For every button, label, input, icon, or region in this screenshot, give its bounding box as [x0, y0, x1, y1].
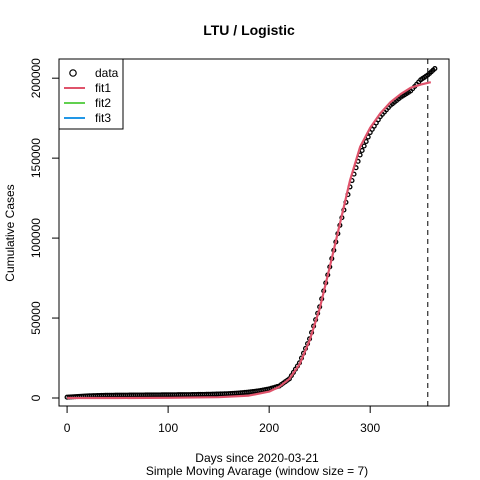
y-tick-label: 100000	[29, 218, 43, 258]
x-axis-label: Days since 2020-03-21	[195, 451, 319, 465]
x-axis-subtitle: Simple Moving Avarage (window size = 7)	[146, 464, 368, 478]
x-tick-label: 200	[259, 421, 279, 435]
data-point	[361, 143, 367, 149]
data-point	[432, 66, 438, 72]
data-point	[363, 138, 369, 145]
series-layer	[64, 59, 438, 406]
legend-marker-data	[69, 69, 77, 77]
x-tick-label: 100	[158, 421, 178, 435]
y-axis-label: Cumulative Cases	[3, 184, 17, 281]
y-tick-label: 150000	[29, 138, 43, 178]
x-tick-label: 300	[360, 421, 380, 435]
legend-label-data: data	[95, 66, 119, 80]
data-point	[359, 147, 365, 154]
legend-label-fit3: fit3	[95, 111, 111, 125]
y-tick-label: 50000	[29, 301, 43, 335]
legend-label-fit2: fit2	[95, 96, 111, 110]
y-tick-label: 200000	[29, 58, 43, 98]
x-tick-label: 0	[64, 421, 71, 435]
legend-label-fit1: fit1	[95, 81, 111, 95]
axes-layer: 0 100 200 300 0 50000 100000 150000 200000	[29, 58, 381, 435]
y-tick-label: 0	[29, 394, 43, 401]
chart-title: LTU / Logistic	[203, 22, 295, 38]
fit-line-fit1	[67, 81, 432, 400]
